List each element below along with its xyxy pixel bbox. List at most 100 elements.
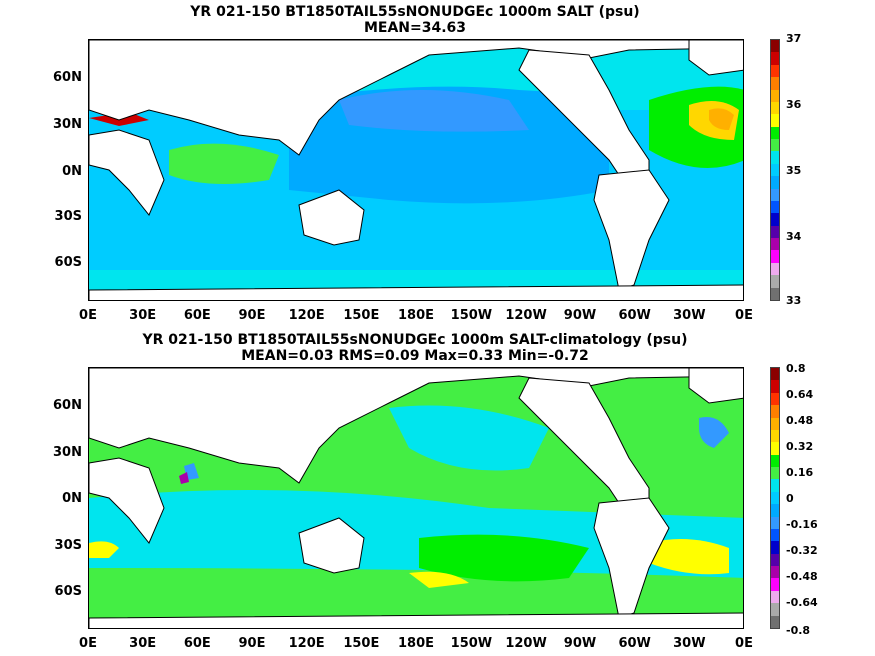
panel1-colorbar-segment (771, 163, 779, 177)
panel2-colorbar-segment (771, 528, 779, 542)
panel2-colorbar-segment (771, 405, 779, 418)
panel2-lon-label: 90E (238, 636, 266, 651)
panel2-cb-label: 0.32 (786, 440, 814, 453)
panel2-colorbar-segment (771, 590, 779, 604)
panel2-title: YR 021-150 BT1850TAIL55sNONUDGEc 1000m S… (0, 332, 830, 364)
panel2-colorbar-segment (771, 541, 779, 554)
panel1-colorbar-segment (771, 126, 779, 139)
panel2-lat-label-60n: 60N (53, 398, 82, 413)
panel1-lon-label: 60W (618, 308, 651, 323)
panel1-colorbar-segment (771, 176, 779, 189)
panel2-colorbar-segment (771, 491, 779, 505)
panel2-lat-label-60s: 60S (54, 584, 82, 599)
panel2-cb-label: -0.16 (786, 518, 818, 531)
panel1-cb-label: 34 (786, 230, 802, 243)
panel2-land (89, 368, 743, 628)
panel1-map-svg (89, 40, 743, 300)
panel2-colorbar-segment (771, 615, 779, 628)
panel2-colorbar-segment (771, 516, 779, 529)
panel1-cb-label: 36 (786, 98, 802, 111)
panel1-colorbar-segment (771, 40, 779, 53)
panel1-lat-label-30n: 30N (53, 117, 82, 132)
panel2-map-svg (89, 368, 743, 628)
panel2-lat-label-30n: 30N (53, 445, 82, 460)
panel1-lon-label: 0E (79, 308, 97, 323)
panel2-cb-label: -0.32 (786, 544, 818, 557)
panel1-lat-label-60n: 60N (53, 70, 82, 85)
panel1-land (89, 40, 743, 300)
panel2-lon-label: 90W (563, 636, 597, 651)
panel2-lon-label: 150E (343, 636, 380, 651)
panel2-colorbar-segment (771, 603, 779, 616)
panel1-lat-label-0n: 0N (62, 164, 82, 179)
panel1-colorbar-segment (771, 77, 779, 90)
panel1-lon-label: 30E (129, 308, 157, 323)
panel1-lat-label-60s: 60S (54, 255, 82, 270)
panel2-stats: MEAN=0.03 RMS=0.09 Max=0.33 Min=-0.72 (241, 348, 589, 364)
panel2-colorbar-segment (771, 417, 779, 430)
panel2-colorbar-segment (771, 454, 779, 467)
panel1-lon-label: 120W (505, 308, 547, 323)
panel2-colorbar-segment (771, 578, 779, 591)
panel2-cb-label: 0.8 (786, 362, 806, 375)
panel2-colorbar-segment (771, 566, 779, 579)
panel1-colorbar-segment (771, 52, 779, 65)
panel1-lon-label: 150E (343, 308, 380, 323)
panel1-map (88, 39, 744, 301)
panel2-colorbar-segment (771, 467, 779, 480)
panel1-colorbar-segment (771, 262, 779, 276)
panel1-colorbar-segment (771, 238, 779, 251)
panel1-cb-label: 35 (786, 164, 802, 177)
panel2-colorbar-segment (771, 368, 779, 381)
panel2-cb-label: -0.8 (786, 624, 811, 637)
panel1-lon-label: 150W (450, 308, 493, 323)
panel2-colorbar-segment (771, 442, 779, 455)
panel2-lat-label-0n: 0N (62, 491, 82, 506)
panel1-cb-label: 37 (786, 32, 802, 45)
panel1-colorbar-segment (771, 287, 779, 300)
panel1-lon-label: 60E (183, 308, 211, 323)
panel2-cb-label: 0.64 (786, 388, 814, 401)
panel2-lon-label: 120E (288, 636, 325, 651)
panel2-cb-label: 0 (786, 492, 794, 505)
panel2-natl-negative (699, 417, 729, 448)
panel2-colorbar-segment (771, 380, 779, 393)
panel1-colorbar-segment (771, 89, 779, 102)
panel1-colorbar-segment (771, 213, 779, 226)
panel2-colorbar-segment (771, 429, 779, 443)
panel2-lon-label: 30E (129, 636, 157, 651)
panel1-colorbar-segment (771, 64, 779, 78)
panel2-cb-label: 0.48 (786, 414, 814, 427)
panel1-npac-min (339, 90, 529, 132)
panel1-colorbar-segment (771, 151, 779, 164)
panel1-cb-label: 33 (786, 294, 802, 307)
panel1-mean: MEAN=34.63 (363, 20, 467, 36)
panel1-colorbar-segment (771, 139, 779, 152)
panel1-indian-north (169, 143, 279, 184)
panel1-lon-label: 90W (563, 308, 597, 323)
panel2-colorbar-segment (771, 504, 779, 517)
panel1-title: YR 021-150 BT1850TAIL55sNONUDGEc 1000m S… (0, 4, 830, 36)
panel1-lon-label: 180E (397, 308, 435, 323)
panel1-colorbar-segment (771, 225, 779, 238)
panel2-lon-label: 60W (618, 636, 651, 651)
panel1-colorbar-segment (771, 275, 779, 288)
panel2-cb-label: 0.16 (786, 466, 814, 479)
panel2-lon-label: 180E (397, 636, 435, 651)
panel2-satl-positive (649, 539, 729, 575)
panel1-colorbar-segment (771, 188, 779, 201)
panel1-lon-label: 30W (673, 308, 706, 323)
panel1-lon-label: 0E (735, 308, 753, 323)
panel2-colorbar-segment (771, 479, 779, 492)
panel2-colorbar-segment (771, 553, 779, 566)
panel2-cb-label: -0.48 (786, 570, 818, 583)
panel1-lat-label-30s: 30S (54, 209, 82, 224)
panel1-lon-label: 90E (238, 308, 266, 323)
panel2-lon-label: 0E (735, 636, 753, 651)
panel2-colorbar (770, 367, 780, 629)
panel2-colorbar-segment (771, 392, 779, 406)
panel2-cb-label: -0.64 (786, 596, 818, 609)
panel2-lat-label-30s: 30S (54, 538, 82, 553)
panel2-lon-label: 150W (450, 636, 493, 651)
panel2-lon-label: 0E (79, 636, 97, 651)
